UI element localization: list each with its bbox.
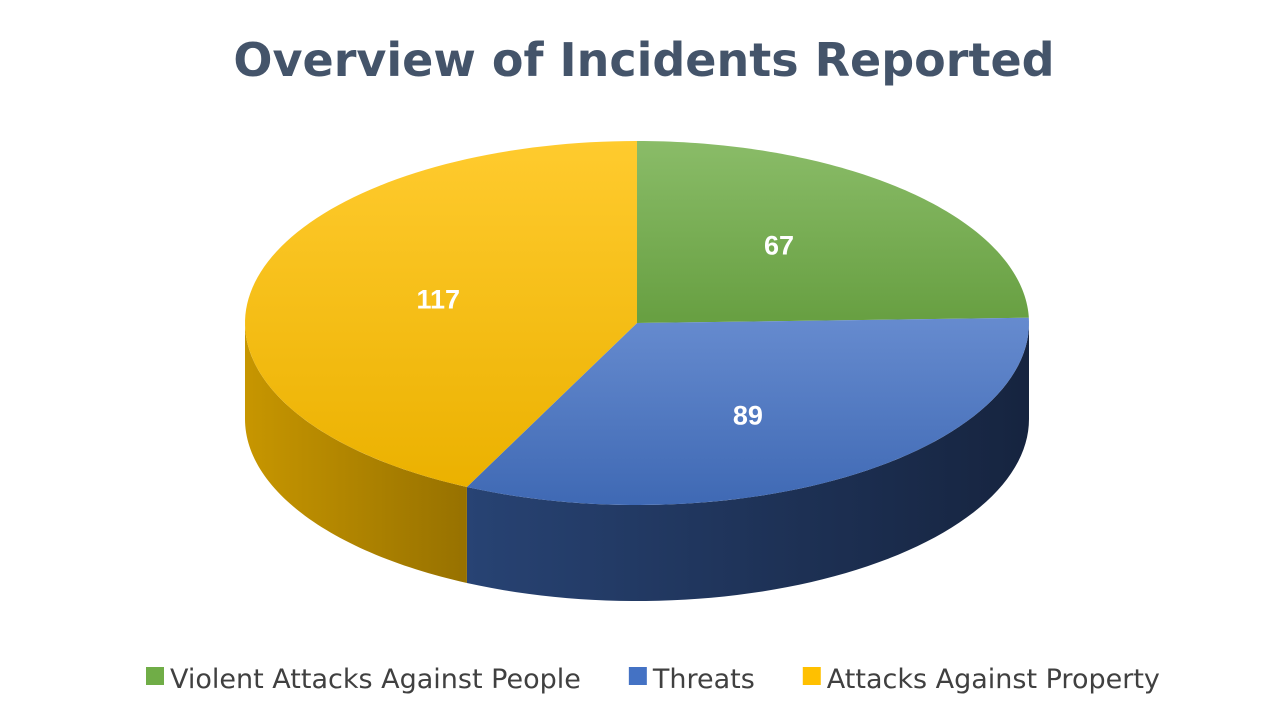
legend-label: Violent Attacks Against People bbox=[170, 664, 581, 695]
legend: Violent Attacks Against People Threats Att… bbox=[146, 664, 1160, 695]
side-attacks-property bbox=[245, 323, 467, 583]
legend-swatch bbox=[628, 667, 647, 685]
legend-swatch bbox=[802, 667, 821, 685]
slice-attacks-property bbox=[245, 141, 638, 487]
pie-tops bbox=[245, 141, 1029, 505]
pie-sides bbox=[245, 323, 1029, 601]
legend-attacks-property: Attacks Against Property bbox=[802, 664, 1160, 695]
legend-swatch bbox=[146, 667, 164, 685]
chart-title: Overview of Incidents Reported bbox=[233, 33, 1054, 87]
label-threats: 89 bbox=[733, 401, 763, 431]
data-labels: 67 89 117 bbox=[417, 231, 795, 431]
legend-label: Attacks Against Property bbox=[827, 664, 1160, 695]
side-threats bbox=[466, 323, 1029, 601]
legend-violent-attacks: Violent Attacks Against People bbox=[146, 664, 581, 695]
label-attacks-property: 117 bbox=[417, 285, 461, 315]
slice-violent-attacks bbox=[637, 141, 1029, 323]
slice-threats bbox=[466, 317, 1029, 505]
legend-threats: Threats bbox=[628, 664, 755, 695]
label-violent-attacks: 67 bbox=[764, 231, 794, 261]
legend-label: Threats bbox=[652, 664, 755, 695]
